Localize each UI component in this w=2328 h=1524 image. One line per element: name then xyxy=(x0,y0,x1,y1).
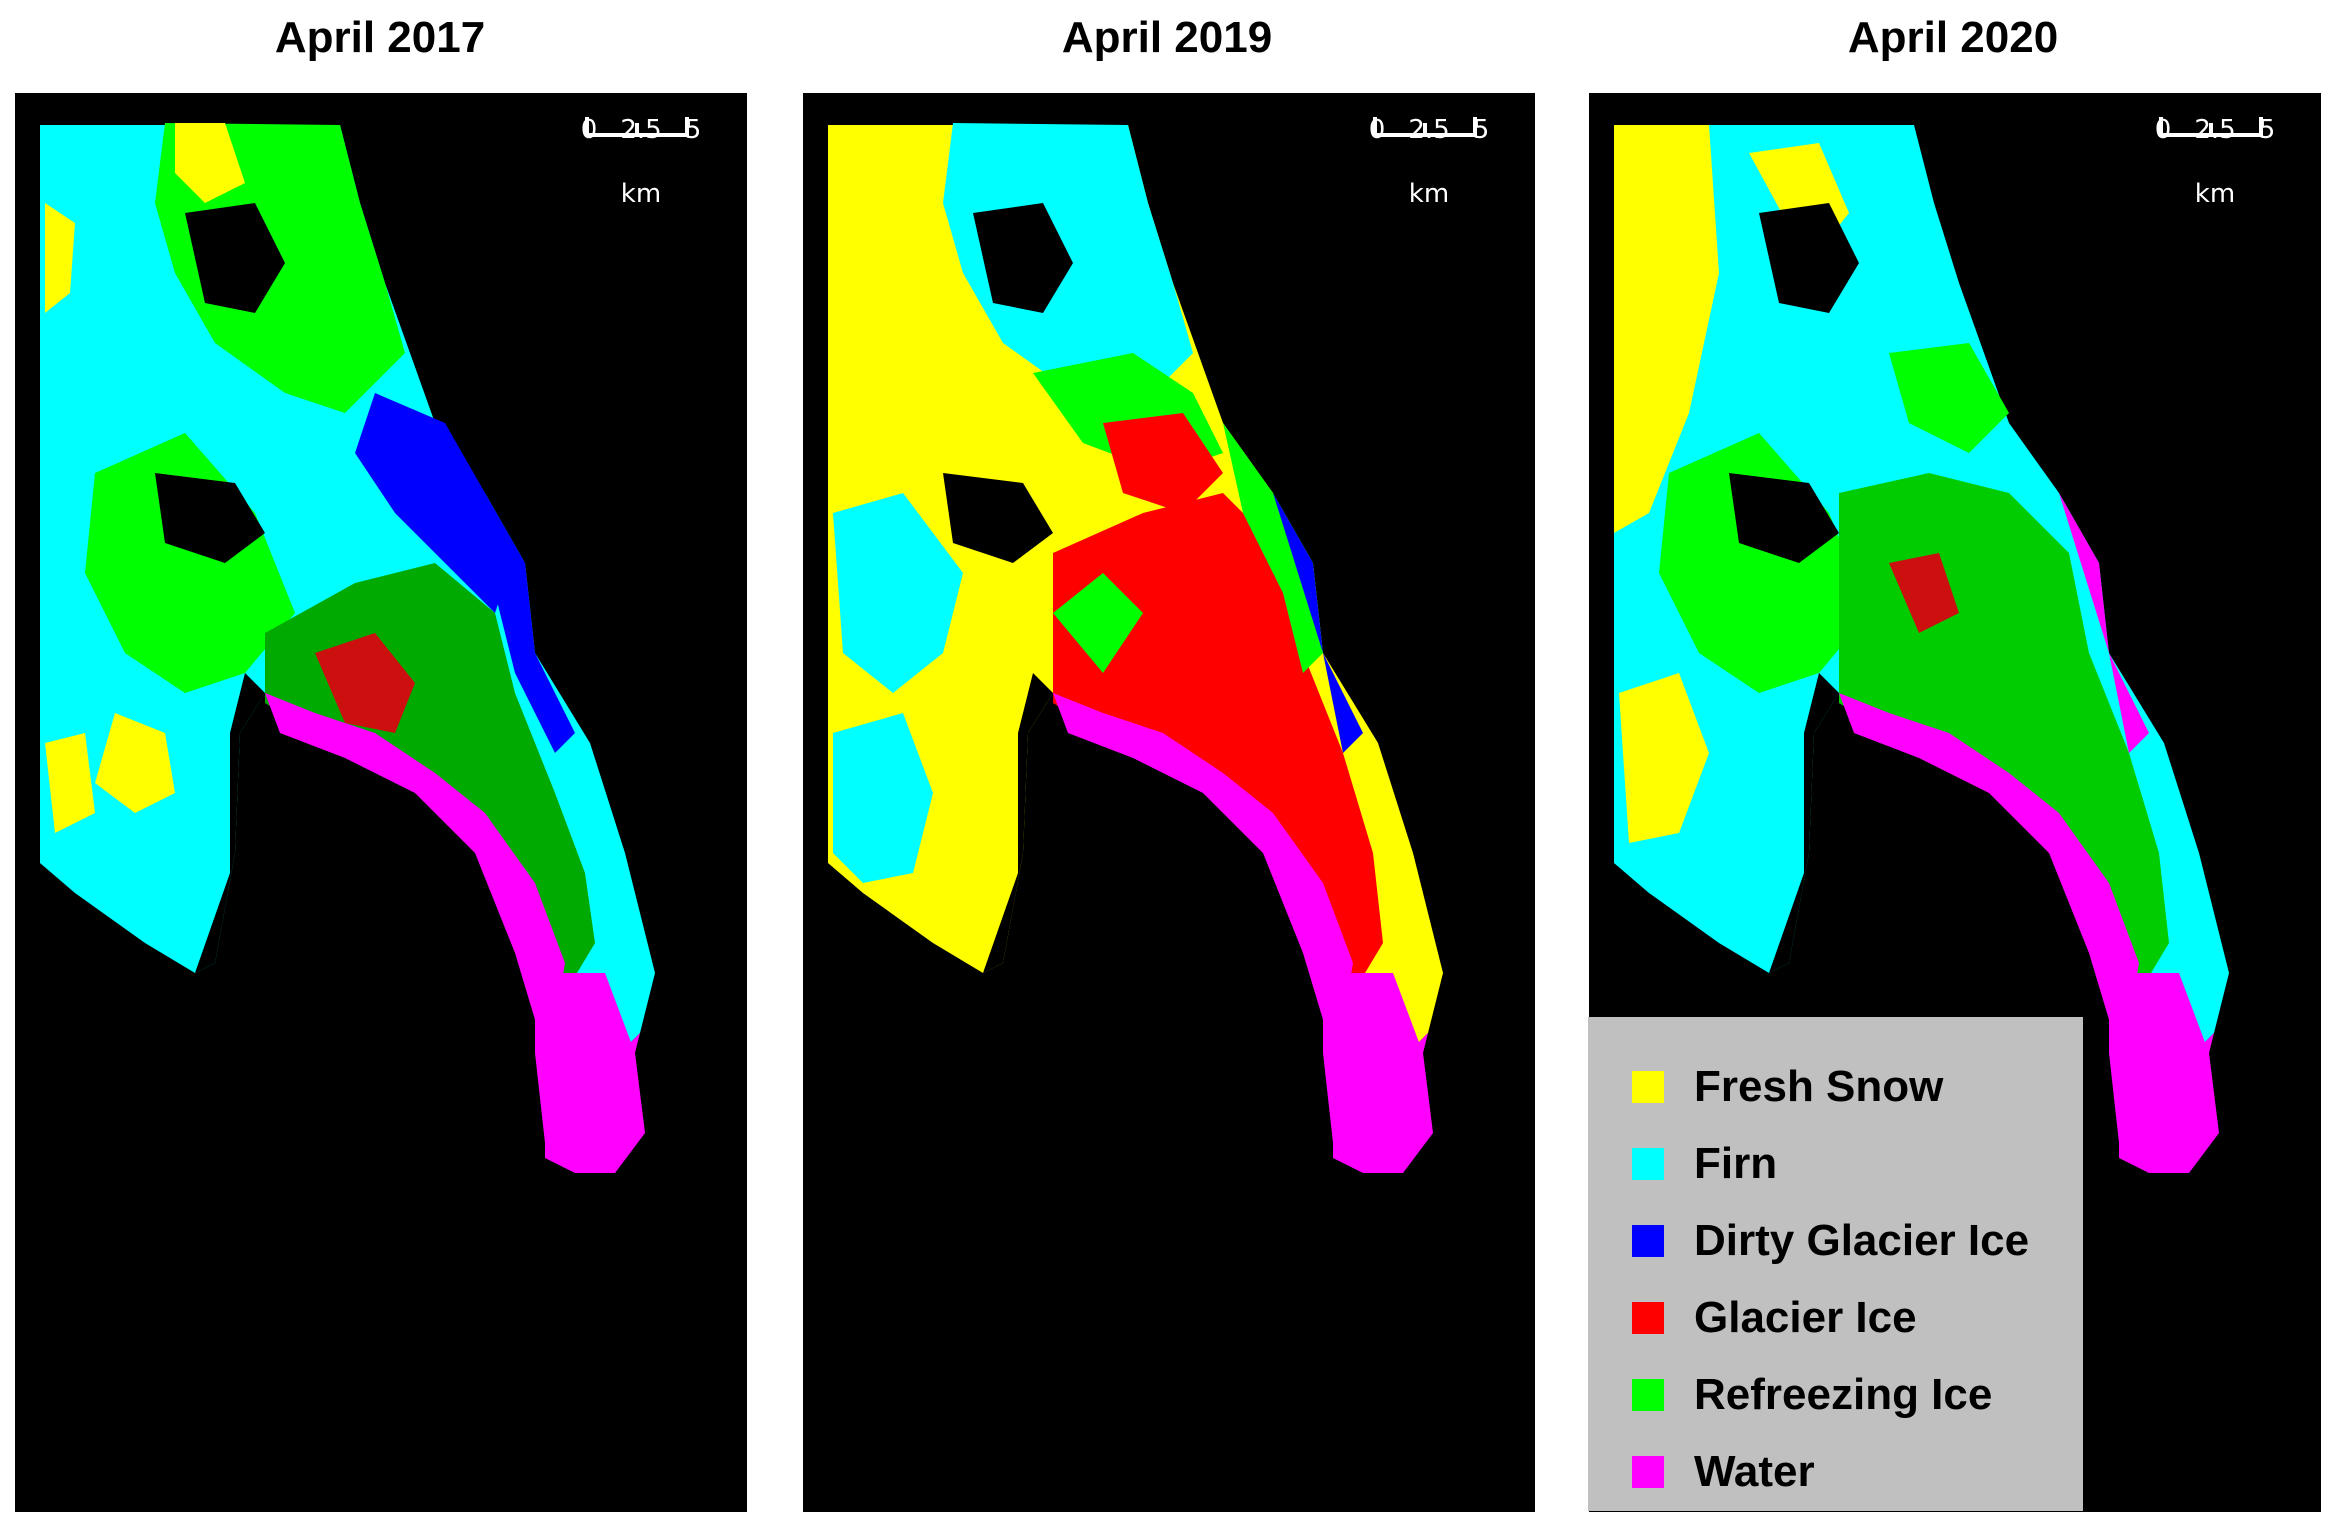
scale-line xyxy=(2159,117,2263,137)
legend-item-water: Water xyxy=(1632,1442,1815,1502)
legend-swatch xyxy=(1632,1379,1664,1411)
legend-item-fresh-snow: Fresh Snow xyxy=(1632,1057,1943,1117)
glacier-classification-2019 xyxy=(828,123,1443,1173)
scale-unit: km xyxy=(620,179,662,209)
scale-unit: km xyxy=(1408,179,1450,209)
legend-label: Glacier Ice xyxy=(1694,1293,1917,1342)
legend-swatch xyxy=(1632,1302,1664,1334)
classification-map-2017: 0 2.5 5 km xyxy=(15,93,747,1512)
scale-tick-2-5: 2.5 xyxy=(620,115,662,145)
scale-tick-2-5: 2.5 xyxy=(1408,115,1450,145)
scale-bar: 0 2.5 5 km xyxy=(2155,115,2276,215)
scale-unit: km xyxy=(2194,179,2236,209)
legend-item-dirty-glacier-ice: Dirty Glacier Ice xyxy=(1632,1211,2029,1271)
legend-swatch xyxy=(1632,1456,1664,1488)
legend-item-refreezing-ice: Refreezing Ice xyxy=(1632,1365,1992,1425)
panel-title-2019: April 2019 xyxy=(1061,13,1273,62)
legend-swatch xyxy=(1632,1148,1664,1180)
scale-tick-2-5: 2.5 xyxy=(2194,115,2236,145)
scale-bar: 0 2.5 5 km xyxy=(581,115,702,215)
scale-line xyxy=(1373,117,1477,137)
classification-map-2019: 0 2.5 5 km xyxy=(803,93,1535,1512)
glacier-classification-2020 xyxy=(1614,125,2229,1173)
legend-swatch xyxy=(1632,1071,1664,1103)
legend-label: Water xyxy=(1694,1447,1815,1496)
legend-label: Fresh Snow xyxy=(1694,1062,1944,1111)
glacier-classification-2017 xyxy=(40,123,655,1173)
legend-label: Refreezing Ice xyxy=(1694,1370,1993,1419)
panel-title-2017: April 2017 xyxy=(274,13,486,62)
legend-label: Firn xyxy=(1694,1139,1778,1188)
legend-item-firn: Firn xyxy=(1632,1134,1777,1194)
scale-line xyxy=(585,117,689,137)
panel-title-2020: April 2020 xyxy=(1847,13,2059,62)
legend-label: Dirty Glacier Ice xyxy=(1694,1216,2030,1265)
map-legend: Fresh Snow Firn Dirty Glacier Ice Glacie… xyxy=(1588,1017,2083,1511)
legend-swatch xyxy=(1632,1225,1664,1257)
legend-item-glacier-ice: Glacier Ice xyxy=(1632,1288,1917,1348)
scale-bar: 0 2.5 5 km xyxy=(1369,115,1490,215)
